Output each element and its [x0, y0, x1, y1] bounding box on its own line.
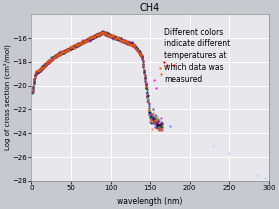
Text: Different colors
indicate different
temperatures at
which data was
measured: Different colors indicate different temp…	[164, 28, 230, 84]
Y-axis label: Log of cross section (cm²/mol): Log of cross section (cm²/mol)	[3, 45, 11, 150]
Title: CH4: CH4	[140, 4, 160, 13]
X-axis label: wavelength (nm): wavelength (nm)	[117, 196, 183, 205]
